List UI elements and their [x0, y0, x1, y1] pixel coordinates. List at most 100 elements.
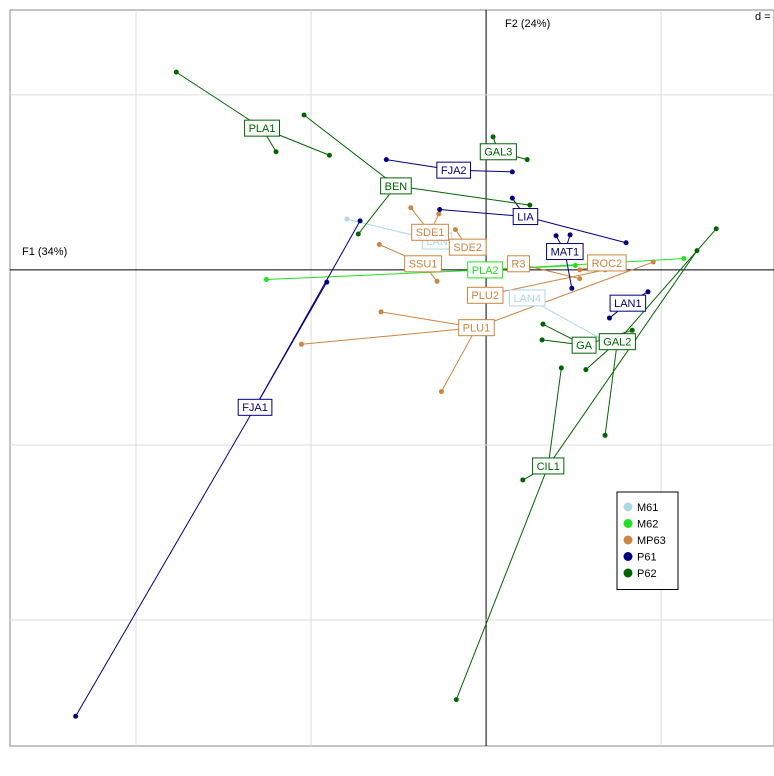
point [572, 263, 578, 269]
legend-swatch [623, 519, 633, 528]
segment [75, 407, 256, 717]
class-label: GAL3 [484, 147, 512, 159]
label-box [448, 238, 487, 256]
point [73, 713, 79, 719]
segment [176, 71, 263, 129]
label-box [458, 319, 495, 337]
label-box [411, 223, 449, 241]
scale-note: d = 2 [755, 11, 774, 23]
point [629, 327, 635, 333]
point [583, 367, 589, 373]
legend-swatch [623, 552, 633, 561]
point [326, 152, 332, 158]
segment [476, 261, 654, 329]
label-box [587, 254, 627, 272]
class-label: PLU1 [463, 323, 491, 335]
point [553, 233, 559, 239]
point [324, 279, 330, 285]
point [569, 285, 575, 291]
point [437, 207, 443, 213]
point [681, 256, 687, 262]
segment [441, 327, 477, 392]
point [355, 231, 361, 237]
point [509, 169, 515, 175]
point [540, 321, 546, 327]
point [539, 337, 545, 343]
segment [547, 250, 698, 467]
point [645, 289, 651, 295]
class-label: SDE2 [453, 242, 482, 254]
class-label: MAT1 [551, 246, 580, 258]
label-box [506, 255, 530, 273]
plot-frame [9, 9, 774, 747]
segment [395, 185, 530, 206]
point [694, 248, 700, 254]
point [713, 226, 719, 232]
point [527, 202, 533, 208]
point [376, 242, 382, 248]
segment [439, 209, 526, 218]
label-box [598, 333, 636, 351]
class-label: PLU2 [471, 290, 499, 302]
point [606, 315, 612, 321]
label-box [466, 286, 504, 304]
class-label: R3 [511, 259, 525, 271]
class-label: FJA2 [441, 165, 467, 177]
class-label: GA [576, 340, 593, 352]
legend-label: P61 [637, 551, 657, 563]
segment [303, 114, 397, 187]
label-box [237, 398, 273, 416]
point [602, 432, 608, 438]
segment [254, 281, 328, 408]
label-box [404, 255, 442, 273]
segment [547, 367, 562, 467]
class-label: LAN4 [513, 293, 541, 305]
legend-swatch [623, 535, 633, 545]
class-label: PLA1 [249, 123, 276, 135]
label-box [609, 294, 647, 312]
legend-swatch [623, 568, 633, 578]
point [408, 205, 414, 211]
point [344, 216, 350, 222]
label-box [546, 243, 584, 261]
point [301, 112, 307, 118]
label-box [244, 119, 281, 137]
class-label: BEN [385, 181, 408, 193]
grid [10, 10, 774, 746]
segment [525, 216, 627, 244]
point [623, 240, 629, 246]
class-label: CIL1 [537, 461, 560, 473]
point [438, 389, 444, 395]
legend: M61 M62 MP63 P61 P62 [616, 491, 679, 590]
point [357, 218, 363, 224]
class-label: GAL2 [603, 337, 631, 349]
segment [301, 327, 477, 345]
point [558, 365, 564, 371]
legend-label: M61 [637, 502, 658, 514]
point [298, 341, 304, 347]
point [383, 157, 389, 163]
point [567, 232, 573, 238]
point [520, 477, 526, 483]
legend-label: P62 [637, 568, 657, 580]
point [173, 69, 179, 75]
point [434, 278, 440, 284]
legend-label: MP63 [637, 535, 666, 547]
point [273, 149, 279, 155]
segment [604, 341, 618, 436]
point [263, 277, 269, 283]
label-box [467, 261, 504, 279]
legend-swatch [623, 502, 633, 512]
point [577, 276, 583, 282]
label-box [571, 336, 597, 354]
point [436, 211, 442, 217]
point [509, 195, 515, 201]
point [577, 267, 583, 273]
class-label: SSU1 [409, 259, 438, 271]
label-box [532, 457, 565, 475]
class-label: PLA2 [472, 265, 499, 277]
label-box [508, 289, 546, 307]
